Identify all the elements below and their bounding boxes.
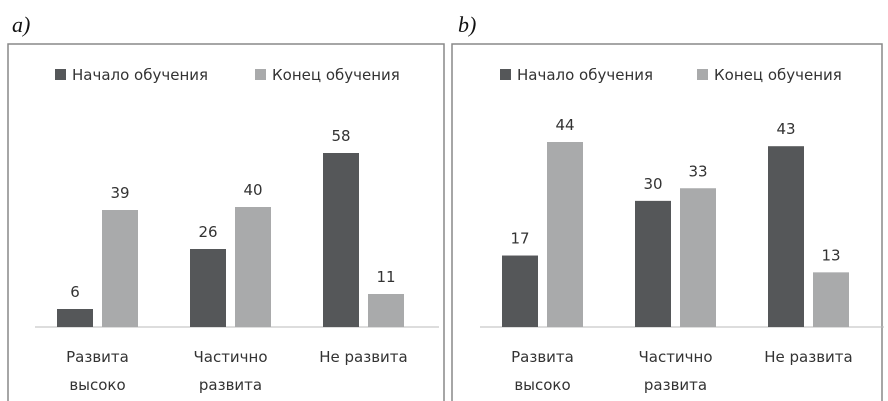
x-tick-label: Развита высоко — [511, 348, 574, 394]
legend-swatch — [55, 69, 66, 80]
legend-swatch — [255, 69, 266, 80]
x-tick-label: Не развита — [319, 348, 407, 366]
legend-swatch — [697, 69, 708, 80]
panel-frame — [7, 43, 445, 401]
bar — [190, 249, 226, 327]
panel-label: a) — [12, 12, 30, 37]
data-label: 6 — [70, 283, 80, 301]
bar — [368, 294, 404, 327]
bar — [680, 188, 716, 327]
legend-label: Конец обучения — [714, 66, 842, 84]
bar — [502, 255, 538, 327]
x-tick-label: Развита высоко — [66, 348, 129, 394]
bar — [813, 272, 849, 327]
bar — [323, 153, 359, 327]
data-label: 39 — [110, 184, 129, 202]
data-label: 26 — [198, 223, 217, 241]
data-label: 33 — [688, 162, 707, 180]
data-label: 17 — [510, 230, 529, 248]
bar — [635, 200, 671, 327]
x-tick-label: Частично развита — [193, 348, 267, 394]
legend-label: Начало обучения — [517, 66, 653, 84]
data-label: 44 — [555, 116, 574, 134]
bar — [768, 146, 804, 327]
legend-swatch — [500, 69, 511, 80]
data-label: 40 — [243, 181, 262, 199]
data-label: 30 — [643, 175, 662, 193]
panel-label: b) — [458, 12, 476, 37]
data-label: 43 — [776, 120, 795, 138]
bar — [57, 309, 93, 327]
data-label: 58 — [331, 127, 350, 145]
x-tick-label: Не развита — [764, 348, 852, 366]
bar — [102, 210, 138, 327]
data-label: 11 — [376, 268, 395, 286]
data-label: 13 — [821, 246, 840, 264]
bar — [235, 207, 271, 327]
bar — [547, 142, 583, 327]
legend-label: Начало обучения — [72, 66, 208, 84]
panel-frame — [451, 43, 883, 401]
x-tick-label: Частично развита — [638, 348, 712, 394]
legend-label: Конец обучения — [272, 66, 400, 84]
